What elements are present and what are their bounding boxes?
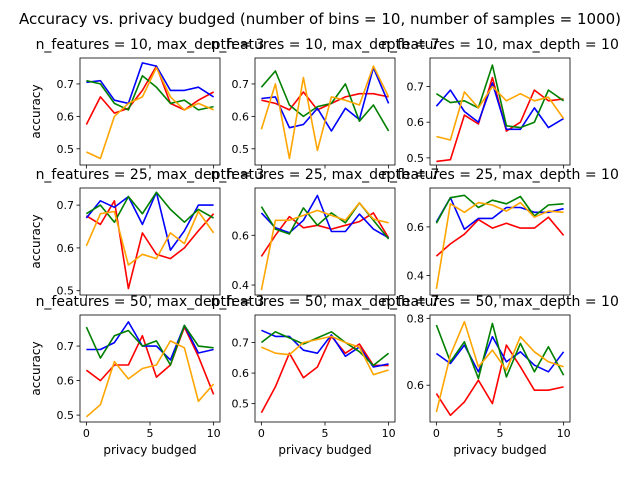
y-tick-label: 0.5 [57,409,75,422]
axes-frame [79,187,221,296]
subplot-title: n_features = 25, max_depth = 10 [381,167,619,183]
subplot-grid: 0.5 0.6 0.7 n_features = 10, max_depth = 3 a… [29,37,619,457]
y-tick-label: 0.6 [407,221,425,234]
axes-frame [254,187,396,296]
subplot-1-3: 0.5 0.6 0.7 n_features = 10, max_depth = 10 [381,37,619,169]
series-line-orange [85,340,215,418]
y-tick-label: 0.8 [407,312,425,325]
y-tick-label: 0.5 [57,285,75,298]
series-line-red [85,65,214,125]
series-line-blue [86,62,215,105]
series-line-green [260,330,390,367]
subplot-3-2: 0 5 10 0.5 0.6 0.7 n_features = 50, max_depth … [211,294,440,457]
subplot-title: n_features = 10, max_depth = 10 [381,37,619,53]
series-line-green [85,324,214,366]
y-tick-label: 0.6 [232,229,250,242]
x-tick-label: 5 [147,427,154,440]
subplot-1-1: 0.5 0.6 0.7 n_features = 10, max_depth = 3 a… [29,37,264,169]
series-line-blue [85,191,214,251]
series-line-orange [435,320,564,413]
y-tick-label: 0.6 [232,110,250,123]
y-tick-label: 0.7 [57,340,75,353]
x-tick-label: 5 [322,427,329,440]
y-tick-label: 0.6 [57,242,75,255]
subplot-title: n_features = 25, max_depth = 3 [36,167,265,183]
y-tick-label: 0.5 [57,143,75,156]
subplot-title: n_features = 10, max_depth = 3 [36,37,265,53]
y-tick-label: 0.4 [407,270,425,283]
series-line-orange [436,85,565,141]
y-tick-label: 0.6 [57,110,75,123]
y-tick-label: 0.6 [57,375,75,388]
series-line-green [85,191,214,223]
series-line-red [436,76,564,163]
subplot-title: n_features = 25, max_depth = 7 [211,167,440,183]
series-line-red [260,335,389,414]
series-line-blue [435,82,565,131]
series-line-orange [260,65,390,160]
series-line-red [435,216,565,257]
series-line-green [435,64,565,129]
y-tick-label: 0.6 [407,116,425,129]
subplot-title: n_features = 50, max_depth = 10 [381,294,619,310]
series-line-orange [86,66,214,160]
subplot-2-3: 0.4 0.6 n_features = 25, max_depth = 10 [381,167,619,299]
subplot-1-2: 0.5 0.6 0.7 n_features = 10, max_depth = 7 [211,37,440,169]
y-axis-label: accuracy [29,341,43,395]
y-tick-label: 0.5 [232,398,250,411]
axes-frame [79,57,221,166]
y-axis-label: accuracy [29,84,43,138]
series-line-blue [261,66,390,132]
subplot-2-2: 0.4 0.6 n_features = 25, max_depth = 7 [211,167,440,299]
y-axis-label: accuracy [29,214,43,268]
x-axis-label: privacy budged [453,443,546,457]
subplot-2-1: 0.5 0.6 0.7 n_features = 25, max_depth = 3 a… [29,167,264,299]
subplot-title: n_features = 50, max_depth = 7 [211,294,440,310]
y-tick-label: 0.7 [407,81,425,94]
series-line-orange [85,210,215,266]
x-axis-label: privacy budged [103,443,196,457]
y-tick-label: 0.6 [232,367,250,380]
series-line-green [260,70,390,132]
y-tick-label: 0.4 [232,279,250,292]
subplot-title: n_features = 10, max_depth = 7 [211,37,440,53]
y-tick-label: 0.7 [232,337,250,350]
x-tick-label: 0 [433,427,440,440]
y-tick-label: 0.7 [57,78,75,91]
series-line-orange [261,335,389,376]
series-line-orange [435,201,564,290]
y-tick-label: 0.7 [232,78,250,91]
series-line-blue [261,329,389,368]
series-line-blue [435,196,564,231]
x-tick-label: 10 [207,427,221,440]
x-tick-label: 10 [557,427,571,440]
axes-frame [79,314,221,423]
subplot-3-3: 0 5 10 0.6 0.8 n_features = 50, max_depth = 1… [381,294,619,457]
series-line-red [85,326,215,395]
axes-frame [429,57,571,166]
x-tick-label: 10 [382,427,396,440]
figure-suptitle: Accuracy vs. privacy budged (number of b… [19,10,621,28]
series-line-green [435,194,564,224]
y-tick-label: 0.6 [407,379,425,392]
series-line-red [260,212,390,257]
series-line-orange [260,202,389,291]
y-tick-label: 0.7 [57,199,75,212]
y-tick-label: 0.5 [407,152,425,165]
x-tick-label: 5 [497,427,504,440]
y-tick-label: 0.5 [232,143,250,156]
subplot-3-1: 0 5 10 0.5 0.6 0.7 n_features = 50, max_depth … [29,294,264,457]
series-line-green [435,322,565,380]
x-axis-label: privacy budged [278,443,371,457]
axes-frame [254,314,396,423]
subplot-title: n_features = 50, max_depth = 3 [36,294,265,310]
series-line-red [435,344,564,417]
x-tick-label: 0 [258,427,265,440]
x-tick-label: 0 [83,427,90,440]
